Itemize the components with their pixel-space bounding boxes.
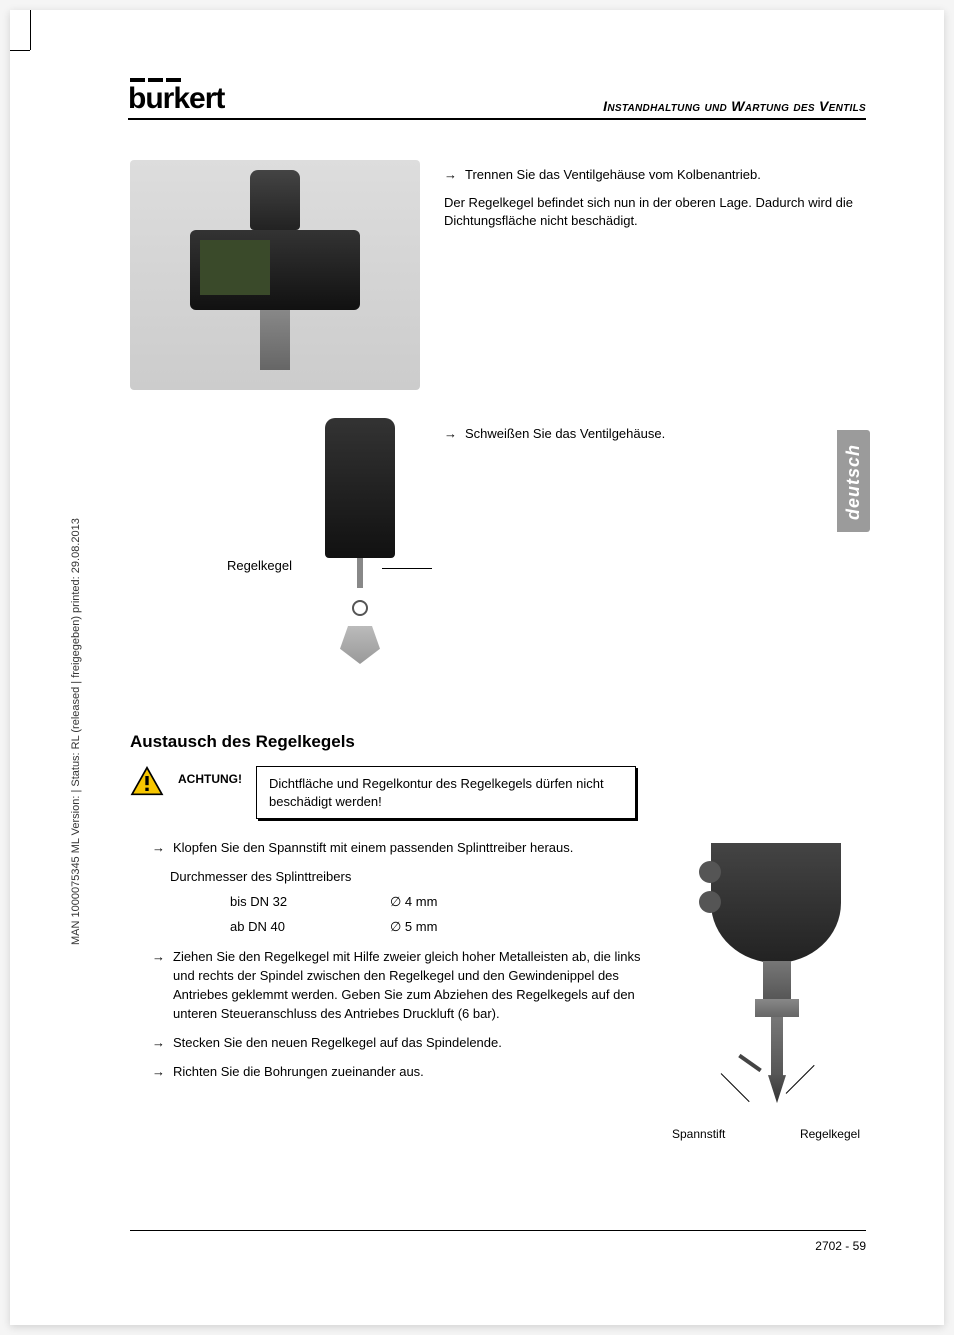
- lower-row: → Klopfen Sie den Spannstift mit einem p…: [130, 839, 866, 1141]
- table-cell: bis DN 32: [230, 893, 310, 912]
- diameter-table: bis DN 32 ∅ 4 mm ab DN 40 ∅ 5 mm: [130, 893, 646, 937]
- arrow-icon: →: [444, 166, 457, 184]
- warning-triangle-icon: [130, 766, 164, 796]
- step-text: Schweißen Sie das Ventilgehäuse.: [465, 426, 665, 441]
- table-cell: ab DN 40: [230, 918, 310, 937]
- logo: burkert: [128, 78, 224, 114]
- leader-line: [382, 568, 432, 569]
- figure-label-right: Regelkegel: [800, 1127, 860, 1141]
- figure-2-text: → Schweißen Sie das Ventilgehäuse.: [444, 418, 866, 441]
- table-row: ab DN 40 ∅ 5 mm: [230, 918, 646, 937]
- content-area: → Trennen Sie das Ventilgehäuse vom Kolb…: [130, 160, 866, 1205]
- warning-label: ACHTUNG!: [178, 772, 242, 786]
- figure-3-wrap: Spannstift Regelkegel: [666, 839, 866, 1141]
- warning-box: Dichtfläche und Regelkontur des Regelkeg…: [256, 766, 636, 819]
- leader-line: [786, 1065, 815, 1094]
- warning-row: ACHTUNG! Dichtfläche und Regelkontur des…: [130, 766, 866, 819]
- page-footer: 2702 - 59: [130, 1230, 866, 1253]
- leader-line: [721, 1073, 750, 1102]
- arrow-icon: →: [152, 948, 165, 1023]
- step-text: Ziehen Sie den Regelkegel mit Hilfe zwei…: [173, 948, 646, 1023]
- side-meta-text: MAN 1000075345 ML Version: | Status: RL …: [70, 518, 82, 945]
- page-number: 2702 - 59: [815, 1239, 866, 1253]
- figure-2: [300, 418, 420, 688]
- diameter-header: Durchmesser des Splinttreibers: [130, 868, 646, 887]
- arrow-icon: →: [152, 1063, 165, 1082]
- step-text: Stecken Sie den neuen Regelkegel auf das…: [173, 1034, 502, 1053]
- figure-row-1: → Trennen Sie das Ventilgehäuse vom Kolb…: [130, 160, 866, 390]
- section-title: Austausch des Regelkegels: [130, 732, 866, 752]
- paragraph: Der Regelkegel befindet sich nun in der …: [444, 194, 866, 230]
- table-cell: ∅ 5 mm: [390, 918, 437, 937]
- figure-label-left: Spannstift: [672, 1127, 725, 1141]
- figure-2-label: Regelkegel: [227, 558, 292, 573]
- step-text: Trennen Sie das Ventilgehäuse vom Kolben…: [465, 166, 761, 184]
- logo-text: burkert: [128, 84, 224, 114]
- step-text: Richten Sie die Bohrungen zueinander aus…: [173, 1063, 424, 1082]
- arrow-icon: →: [152, 1034, 165, 1053]
- table-row: bis DN 32 ∅ 4 mm: [230, 893, 646, 912]
- figure-1-text: → Trennen Sie das Ventilgehäuse vom Kolb…: [444, 160, 866, 390]
- figure-3-labels: Spannstift Regelkegel: [666, 1127, 866, 1141]
- crop-mark: [30, 10, 31, 50]
- crop-mark: [10, 50, 30, 51]
- figure-row-2: Regelkegel → Schweißen Sie das Ventilgeh…: [130, 418, 866, 688]
- arrow-icon: →: [152, 839, 165, 858]
- page-header: burkert Instandhaltung und Wartung des V…: [128, 78, 866, 120]
- arrow-icon: →: [444, 426, 457, 441]
- section-header-title: Instandhaltung und Wartung des Ventils: [603, 98, 866, 114]
- steps-column: → Klopfen Sie den Spannstift mit einem p…: [130, 839, 646, 1141]
- page: burkert Instandhaltung und Wartung des V…: [10, 10, 944, 1325]
- table-cell: ∅ 4 mm: [390, 893, 437, 912]
- figure-3: [671, 843, 861, 1123]
- figure-1: [130, 160, 420, 390]
- step-text: Klopfen Sie den Spannstift mit einem pas…: [173, 839, 573, 858]
- figure-2-wrap: Regelkegel: [130, 418, 420, 688]
